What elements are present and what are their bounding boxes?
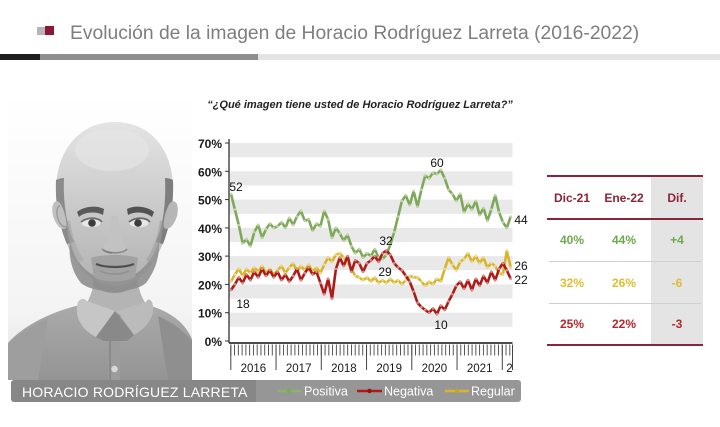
svg-text:2016: 2016 — [241, 363, 267, 375]
svg-text:52: 52 — [229, 180, 243, 194]
svg-text:Negativa: Negativa — [384, 385, 433, 399]
svg-text:29: 29 — [378, 265, 392, 279]
svg-text:40%: 40% — [198, 222, 222, 236]
svg-text:60: 60 — [430, 156, 444, 170]
svg-text:18: 18 — [236, 297, 250, 311]
svg-text:2018: 2018 — [331, 363, 357, 375]
svg-text:70%: 70% — [198, 137, 222, 151]
svg-text:60%: 60% — [198, 165, 222, 179]
svg-text:Positiva: Positiva — [304, 385, 348, 399]
svg-text:2019: 2019 — [376, 363, 402, 375]
svg-text:44: 44 — [514, 213, 528, 227]
svg-text:Regular: Regular — [471, 385, 515, 399]
svg-text:10%: 10% — [198, 307, 222, 321]
svg-text:32: 32 — [379, 234, 393, 248]
svg-text:22: 22 — [514, 273, 528, 287]
svg-text:30%: 30% — [198, 250, 222, 264]
svg-text:26: 26 — [514, 259, 528, 273]
svg-text:10: 10 — [434, 318, 448, 332]
svg-text:0%: 0% — [205, 335, 223, 349]
svg-text:50%: 50% — [198, 194, 222, 208]
svg-text:2020: 2020 — [422, 363, 448, 375]
svg-text:2017: 2017 — [286, 363, 312, 375]
svg-text:2: 2 — [506, 363, 512, 375]
svg-text:20%: 20% — [198, 278, 222, 292]
svg-text:2021: 2021 — [467, 363, 493, 375]
